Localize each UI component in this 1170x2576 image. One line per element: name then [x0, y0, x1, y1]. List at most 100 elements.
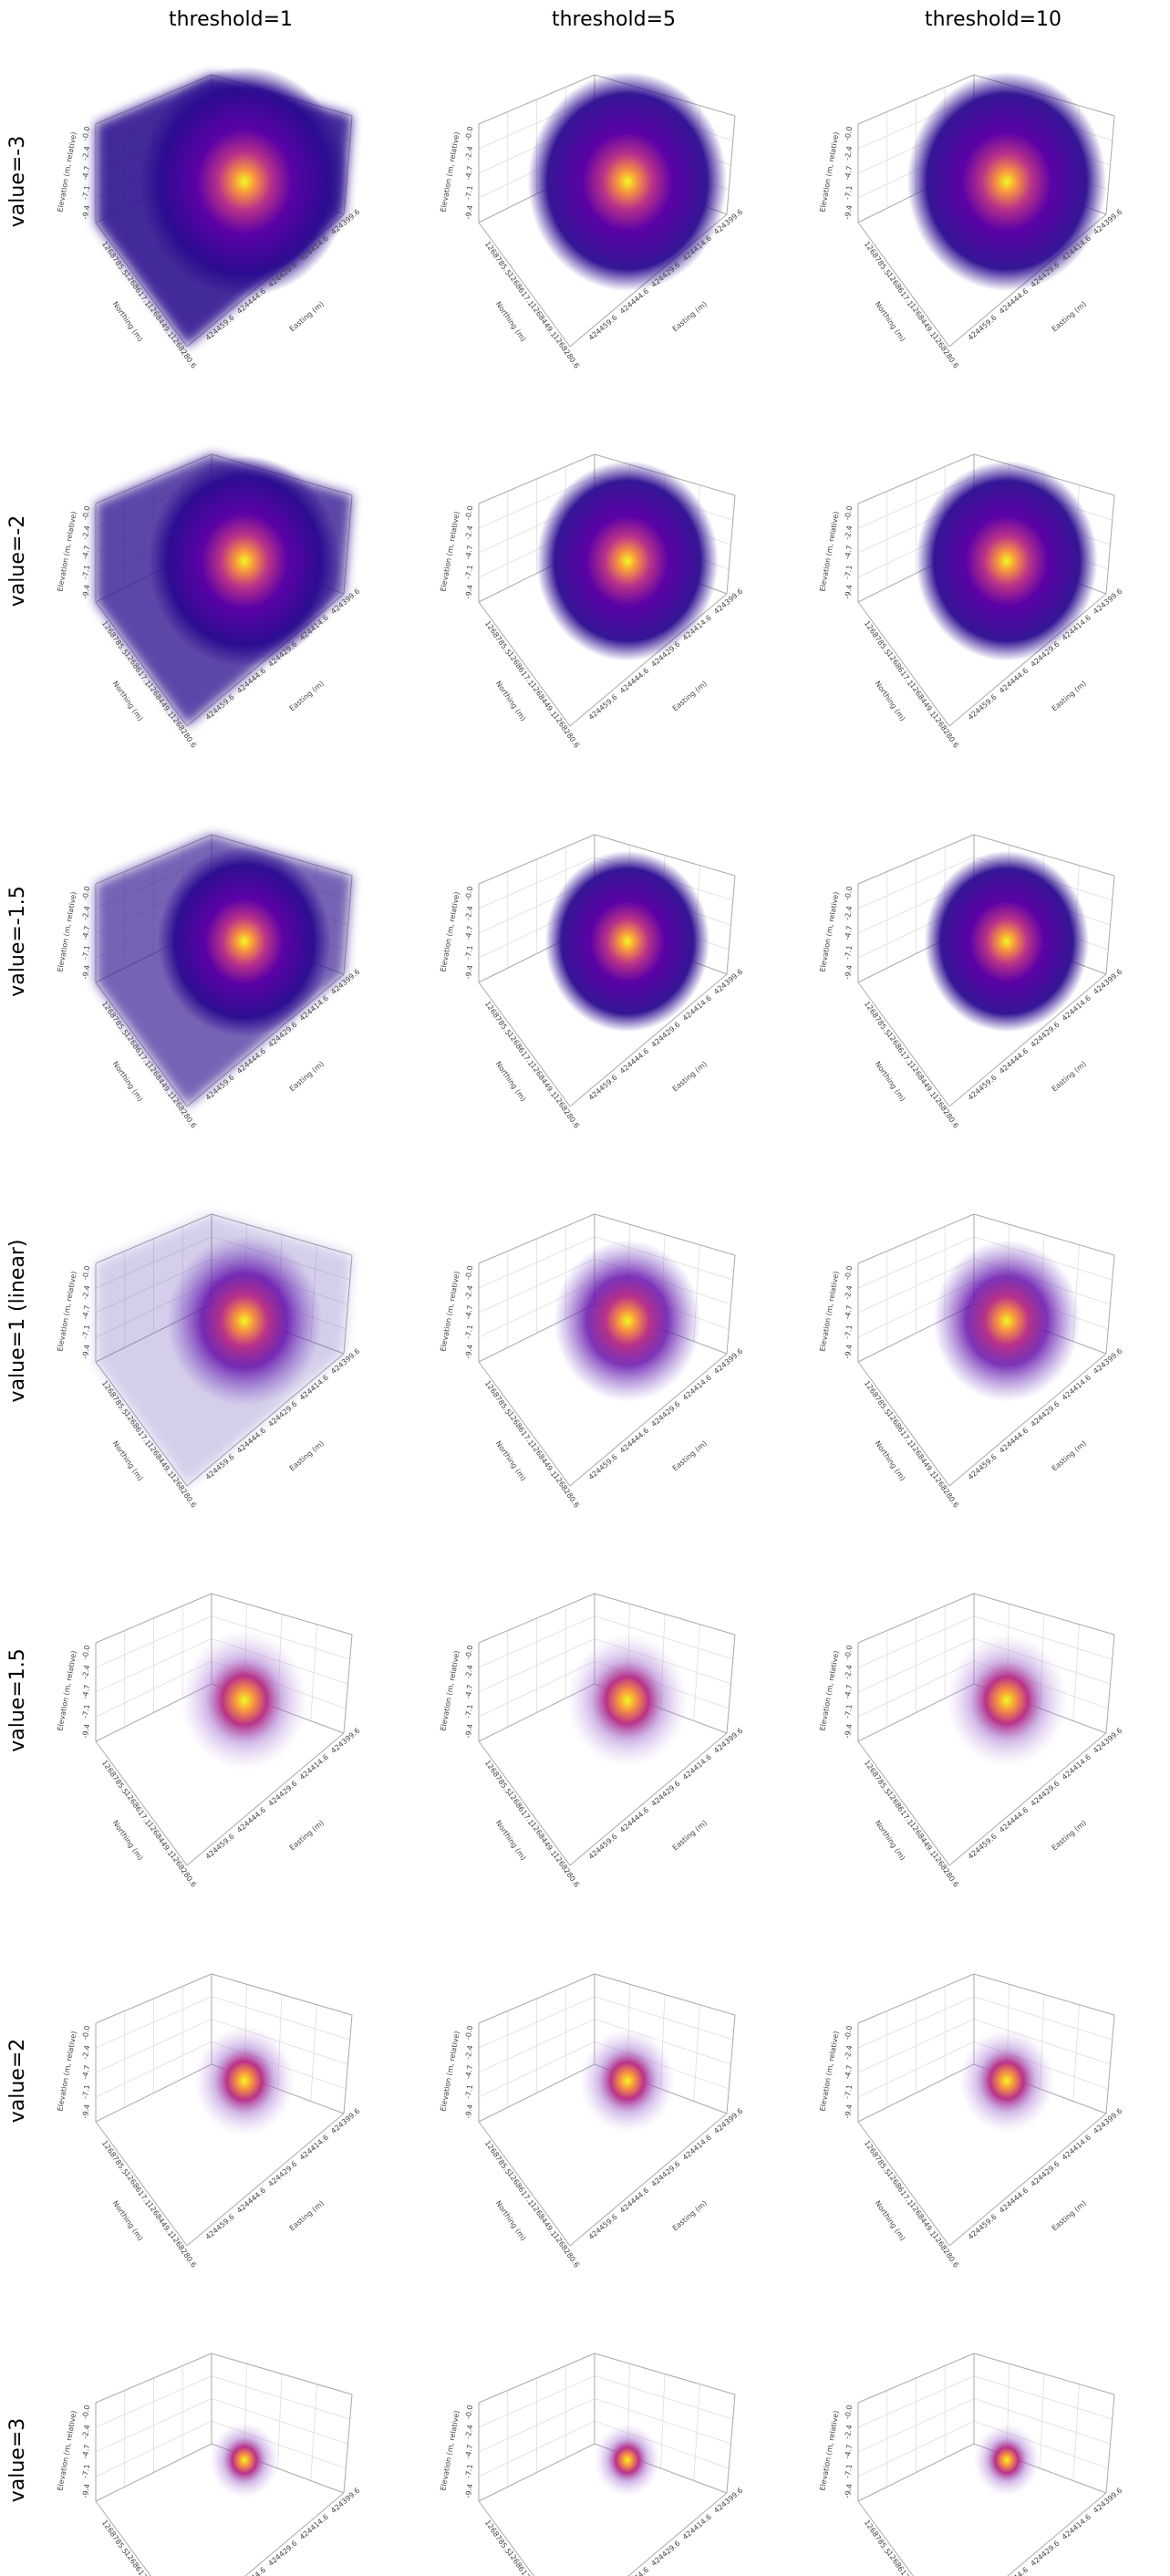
grid-line	[857, 857, 975, 909]
tick-label: -9.4	[464, 204, 475, 220]
tick-label: 1268785.5	[863, 240, 892, 277]
axis-label: Elevation (m, relative)	[818, 511, 840, 592]
axis-edge	[1105, 115, 1115, 215]
density-blob	[527, 71, 728, 292]
axis-label: Northing (m)	[111, 300, 145, 343]
axis-label: Northing (m)	[874, 300, 907, 343]
density-blob	[594, 2424, 661, 2497]
density-blob	[140, 66, 349, 297]
tick-label: -7.1	[464, 1324, 475, 1340]
tick-label: 1268280.6	[169, 2232, 198, 2270]
axis-edge	[478, 2063, 595, 2123]
tick-label: 1268617.1	[885, 2170, 915, 2207]
axis-edge	[569, 973, 728, 1107]
tick-label: -2.4	[81, 1664, 92, 1679]
axis-label: Easting (m)	[288, 2199, 326, 2233]
density-blob	[194, 2025, 295, 2136]
tick-label: -7.1	[844, 1704, 854, 1719]
tick-label: -2.4	[464, 905, 475, 920]
axis-edge	[343, 2014, 353, 2114]
tick-label: -7.1	[464, 1704, 475, 1719]
tick-label: 1268617.1	[885, 1410, 915, 1448]
tick-label: 1268280.6	[552, 712, 581, 750]
tick-label: -9.4	[81, 2483, 92, 2498]
axis-edge	[726, 1634, 736, 1734]
grid-line	[857, 2375, 975, 2428]
axis-label: Elevation (m, relative)	[56, 1650, 78, 1731]
grid-line	[1072, 1624, 1080, 1721]
tick-label: -0.0	[464, 1265, 475, 1281]
axis-edge	[95, 1973, 212, 2024]
row-label: value=3	[6, 2418, 29, 2503]
axis-edge	[244, 2492, 345, 2576]
axis-label: Elevation (m, relative)	[439, 131, 461, 213]
density-blob	[958, 2028, 1055, 2134]
tick-label: 1268617.1	[885, 650, 915, 688]
axis-edge	[95, 1593, 212, 1644]
axis-edge	[726, 2014, 736, 2114]
axis-edge	[478, 222, 571, 348]
grid-line	[211, 2375, 350, 2420]
tick-label: -7.1	[81, 565, 92, 580]
axis-edge	[857, 2353, 975, 2404]
axis-edge	[478, 982, 571, 1107]
grid-line	[594, 2398, 731, 2445]
tick-label: -9.4	[464, 964, 475, 980]
axis-label: Northing (m)	[494, 2199, 528, 2242]
axis-edge	[857, 1593, 975, 1644]
axis-label: Northing (m)	[494, 1439, 528, 1482]
tick-label: -2.4	[464, 1284, 475, 1300]
tick-label: -2.4	[464, 525, 475, 540]
tick-label: -0.0	[464, 2405, 475, 2420]
density-blob	[933, 1240, 1081, 1402]
tick-label: 1268280.6	[552, 1093, 581, 1130]
panel: 1268785.51268617.11268449.11268280.64244…	[818, 71, 1123, 370]
tick-label: 1268280.6	[552, 333, 581, 370]
tick-label: -2.4	[464, 2424, 475, 2439]
density-blob	[210, 2422, 279, 2498]
tick-label: -2.4	[81, 145, 92, 161]
tick-label: 1268617.1	[123, 2170, 152, 2207]
tick-label: -4.7	[81, 925, 92, 940]
axis-edge	[857, 2063, 975, 2123]
tick-label: 1268449.1	[529, 681, 558, 719]
tick-label: -9.4	[81, 2103, 92, 2119]
tick-label: -0.0	[464, 886, 475, 901]
panel: 1268785.51268617.11268449.11268280.64244…	[818, 1973, 1123, 2270]
axis-edge	[478, 601, 571, 727]
axis-label: Easting (m)	[1051, 1439, 1088, 1473]
axis-edge	[478, 2353, 595, 2404]
tick-label: -0.0	[464, 1645, 475, 1660]
grid-line	[693, 1624, 700, 1721]
axis-label: Northing (m)	[874, 1819, 907, 1862]
axis-edge	[478, 2121, 571, 2247]
tick-label: 1268617.1	[506, 2170, 535, 2207]
tick-label: -7.1	[81, 2464, 92, 2479]
density-blob	[906, 71, 1107, 292]
tick-label: -7.1	[464, 2464, 475, 2479]
tick-label: -0.0	[844, 2405, 854, 2420]
tick-label: -2.4	[844, 1664, 854, 1679]
axis-label: Elevation (m, relative)	[818, 1650, 840, 1731]
grid-line	[95, 2398, 212, 2453]
grid-line	[478, 1615, 595, 1668]
axis-edge	[857, 2121, 950, 2247]
axis-edge	[857, 1213, 975, 1264]
axis-label: Easting (m)	[1051, 1060, 1088, 1094]
tick-label: 1268280.6	[931, 1852, 960, 1889]
tick-label: -9.4	[844, 1723, 854, 1739]
panel: 1268785.51268617.11268449.11268280.64244…	[818, 2353, 1123, 2576]
axis-edge	[1105, 1254, 1115, 1355]
tick-label: -4.7	[464, 1304, 475, 1320]
grid-line	[211, 1996, 350, 2041]
grid-line	[478, 1638, 595, 1693]
density-blob	[554, 1240, 701, 1402]
tick-label: -4.7	[81, 165, 92, 181]
axis-label: Elevation (m, relative)	[439, 511, 461, 592]
axis-edge	[857, 982, 950, 1107]
axis-label: Northing (m)	[494, 680, 528, 722]
axis-label: Elevation (m, relative)	[439, 1271, 461, 1352]
tick-label: -4.7	[844, 165, 854, 181]
tick-label: 1268785.5	[483, 1379, 513, 1417]
axis-label: Northing (m)	[494, 1819, 528, 1862]
